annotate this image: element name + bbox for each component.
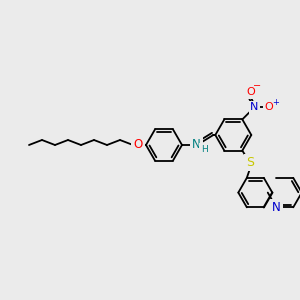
Text: −: − — [253, 81, 261, 92]
Text: O: O — [134, 139, 142, 152]
Text: H: H — [201, 145, 207, 154]
Text: N: N — [192, 139, 200, 152]
Text: S: S — [246, 156, 254, 169]
Text: O: O — [264, 102, 273, 112]
Text: +: + — [272, 98, 279, 107]
Text: N: N — [272, 201, 280, 214]
Text: O: O — [246, 87, 255, 98]
Text: N: N — [250, 102, 259, 112]
